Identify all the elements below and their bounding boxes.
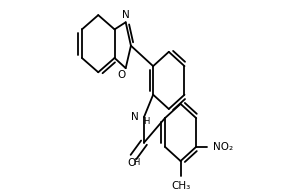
Text: O: O bbox=[118, 70, 126, 80]
Text: N: N bbox=[131, 112, 139, 122]
Text: H: H bbox=[143, 117, 149, 126]
Text: O: O bbox=[128, 158, 136, 168]
Text: H: H bbox=[133, 158, 140, 167]
Text: NO₂: NO₂ bbox=[213, 142, 233, 152]
Text: N: N bbox=[122, 10, 130, 20]
Text: CH₃: CH₃ bbox=[171, 181, 190, 191]
